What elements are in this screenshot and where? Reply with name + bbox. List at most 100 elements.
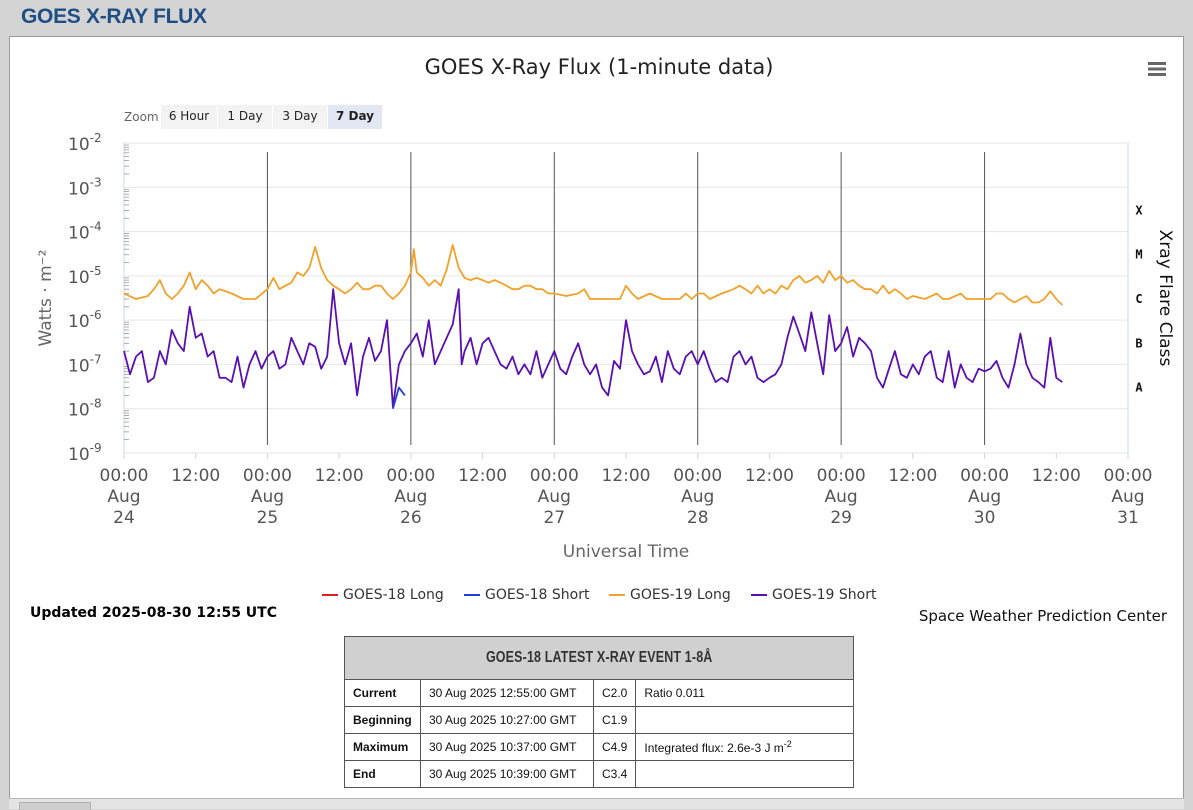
event-row-label: Maximum <box>344 733 421 761</box>
page-title: GOES X-RAY FLUX <box>21 5 207 28</box>
x-tick-month: Aug <box>968 487 1001 507</box>
x-tick-day: 25 <box>257 508 279 528</box>
zoom-button-bg[interactable] <box>161 105 217 129</box>
x-tick-day: 30 <box>974 508 996 528</box>
x-tick-month: Aug <box>394 487 427 507</box>
x-tick-time: 12:00 <box>602 466 651 486</box>
y-axis-label: Watts · m⁻² <box>36 250 56 347</box>
zoom-button-label[interactable]: 6 Hour <box>169 109 209 123</box>
series-line-goes-18-short <box>392 386 406 409</box>
zoom-label: Zoom <box>124 110 159 124</box>
event-row-current: Current 30 Aug 2025 12:55:00 GMT C2.0 Ratio… <box>344 679 854 707</box>
series-line-goes-19-short <box>123 288 1063 408</box>
series-line-goes-19-long <box>123 244 1063 306</box>
x-tick-time: 00:00 <box>673 466 722 486</box>
legend-label[interactable]: GOES-19 Short <box>772 587 877 603</box>
zoom-button-7-day[interactable]: 7 Day <box>328 105 382 129</box>
event-class: C4.9 <box>592 733 637 761</box>
y-tick-label: 10-5 <box>68 264 102 288</box>
x-tick-month: Aug <box>1111 487 1144 507</box>
y-tick-label: 10-3 <box>68 175 102 199</box>
x-tick-month: Aug <box>107 487 140 507</box>
event-row-beginning: Beginning 30 Aug 2025 10:27:00 GMT C1.9 <box>344 706 854 734</box>
x-tick-month: Aug <box>681 487 714 507</box>
zoom-button-1-day[interactable]: 1 Day <box>218 105 272 129</box>
x-tick-time: 12:00 <box>888 466 937 486</box>
legend: GOES-18 Long GOES-18 Short GOES-19 Long GOE… <box>322 587 877 603</box>
y-tick-label: 10-8 <box>68 397 102 421</box>
x-tick-time: 12:00 <box>745 466 794 486</box>
bottom-tab[interactable] <box>19 802 91 810</box>
x-tick-time: 12:00 <box>171 466 220 486</box>
zoom-button-bg[interactable] <box>273 105 327 129</box>
hamburger-menu-icon[interactable] <box>1140 56 1174 82</box>
zoom-button-6-hour[interactable]: 6 Hour <box>161 105 217 129</box>
zoom-button-label[interactable]: 3 Day <box>282 109 317 123</box>
legend-label[interactable]: GOES-19 Long <box>630 587 731 603</box>
event-row-label: Beginning <box>344 706 421 734</box>
event-note <box>635 760 854 788</box>
zoom-button-bg[interactable] <box>218 105 272 129</box>
x-tick-time: 00:00 <box>386 466 435 486</box>
x-tick-month: Aug <box>251 487 284 507</box>
x-tick-day: 27 <box>543 508 565 528</box>
legend-item-goes-18-short[interactable]: GOES-18 Short <box>464 587 590 603</box>
y-tick-label: 10-7 <box>68 352 102 376</box>
x-tick-time: 00:00 <box>530 466 579 486</box>
event-time: 30 Aug 2025 10:39:00 GMT <box>420 760 594 788</box>
event-time: 30 Aug 2025 12:55:00 GMT <box>420 679 594 707</box>
legend-item-goes-18-long[interactable]: GOES-18 Long <box>322 587 444 603</box>
zoom-button-label[interactable]: 7 Day <box>336 109 374 123</box>
legend-label[interactable]: GOES-18 Long <box>343 587 444 603</box>
x-tick-month: Aug <box>825 487 858 507</box>
event-class: C2.0 <box>592 679 637 707</box>
event-note: Integrated flux: 2.6e-3 J m-2 <box>635 733 854 761</box>
updated-timestamp: Updated 2025-08-30 12:55 UTC <box>30 605 277 621</box>
y-tick-label: 10-6 <box>68 308 102 332</box>
event-row-label: End <box>344 760 421 788</box>
event-class: C1.9 <box>592 706 637 734</box>
flare-class-b: B <box>1135 336 1142 350</box>
zoom-button-bg[interactable] <box>328 105 382 129</box>
event-row-label: Current <box>344 679 421 707</box>
plot-border <box>123 142 1129 454</box>
flare-class-m: M <box>1135 248 1142 262</box>
event-class: C3.4 <box>592 760 637 788</box>
event-table-title: GOES-18 LATEST X-RAY EVENT 1-8Å <box>344 636 854 680</box>
x-tick-day: 24 <box>113 508 135 528</box>
y-tick-label: 10-4 <box>68 220 102 244</box>
x-tick-time: 00:00 <box>817 466 866 486</box>
x-tick-day: 29 <box>830 508 852 528</box>
x-tick-day: 26 <box>400 508 422 528</box>
event-note: Ratio 0.011 <box>635 679 854 707</box>
bottom-tab-strip <box>9 798 1184 810</box>
zoom-button-3-day[interactable]: 3 Day <box>273 105 327 129</box>
zoom-button-label[interactable]: 1 Day <box>227 109 262 123</box>
latest-event-table: GOES-18 LATEST X-RAY EVENT 1-8Å Current 3… <box>344 636 854 788</box>
flare-class-a: A <box>1135 381 1143 395</box>
x-tick-time: 00:00 <box>243 466 292 486</box>
x-tick-time: 12:00 <box>458 466 507 486</box>
y2-axis-label: Xray Flare Class <box>1155 230 1175 367</box>
y-tick-label: 10-2 <box>68 131 102 155</box>
event-time: 30 Aug 2025 10:37:00 GMT <box>420 733 594 761</box>
legend-item-goes-19-long[interactable]: GOES-19 Long <box>609 587 731 603</box>
event-row-end: End 30 Aug 2025 10:39:00 GMT C3.4 <box>344 760 854 788</box>
legend-label[interactable]: GOES-18 Short <box>485 587 590 603</box>
x-tick-time: 00:00 <box>1104 466 1153 486</box>
x-tick-time: 12:00 <box>315 466 364 486</box>
x-tick-time: 00:00 <box>960 466 1009 486</box>
y-tick-label: 10-9 <box>68 441 102 465</box>
x-axis-label: Universal Time <box>563 542 689 562</box>
event-row-maximum: Maximum 30 Aug 2025 10:37:00 GMT C4.9 Integ… <box>344 733 854 761</box>
x-tick-day: 31 <box>1117 508 1139 528</box>
flare-class-x: X <box>1135 203 1143 217</box>
event-time: 30 Aug 2025 10:27:00 GMT <box>420 706 594 734</box>
chart-title: GOES X-Ray Flux (1-minute data) <box>425 55 774 79</box>
x-tick-time: 12:00 <box>1032 466 1081 486</box>
x-tick-day: 28 <box>687 508 709 528</box>
flare-class-c: C <box>1135 292 1142 306</box>
event-note <box>635 706 854 734</box>
zoom-selector: Zoom 6 Hour 1 Day 3 Day 7 Day <box>124 105 382 129</box>
legend-item-goes-19-short[interactable]: GOES-19 Short <box>751 587 877 603</box>
